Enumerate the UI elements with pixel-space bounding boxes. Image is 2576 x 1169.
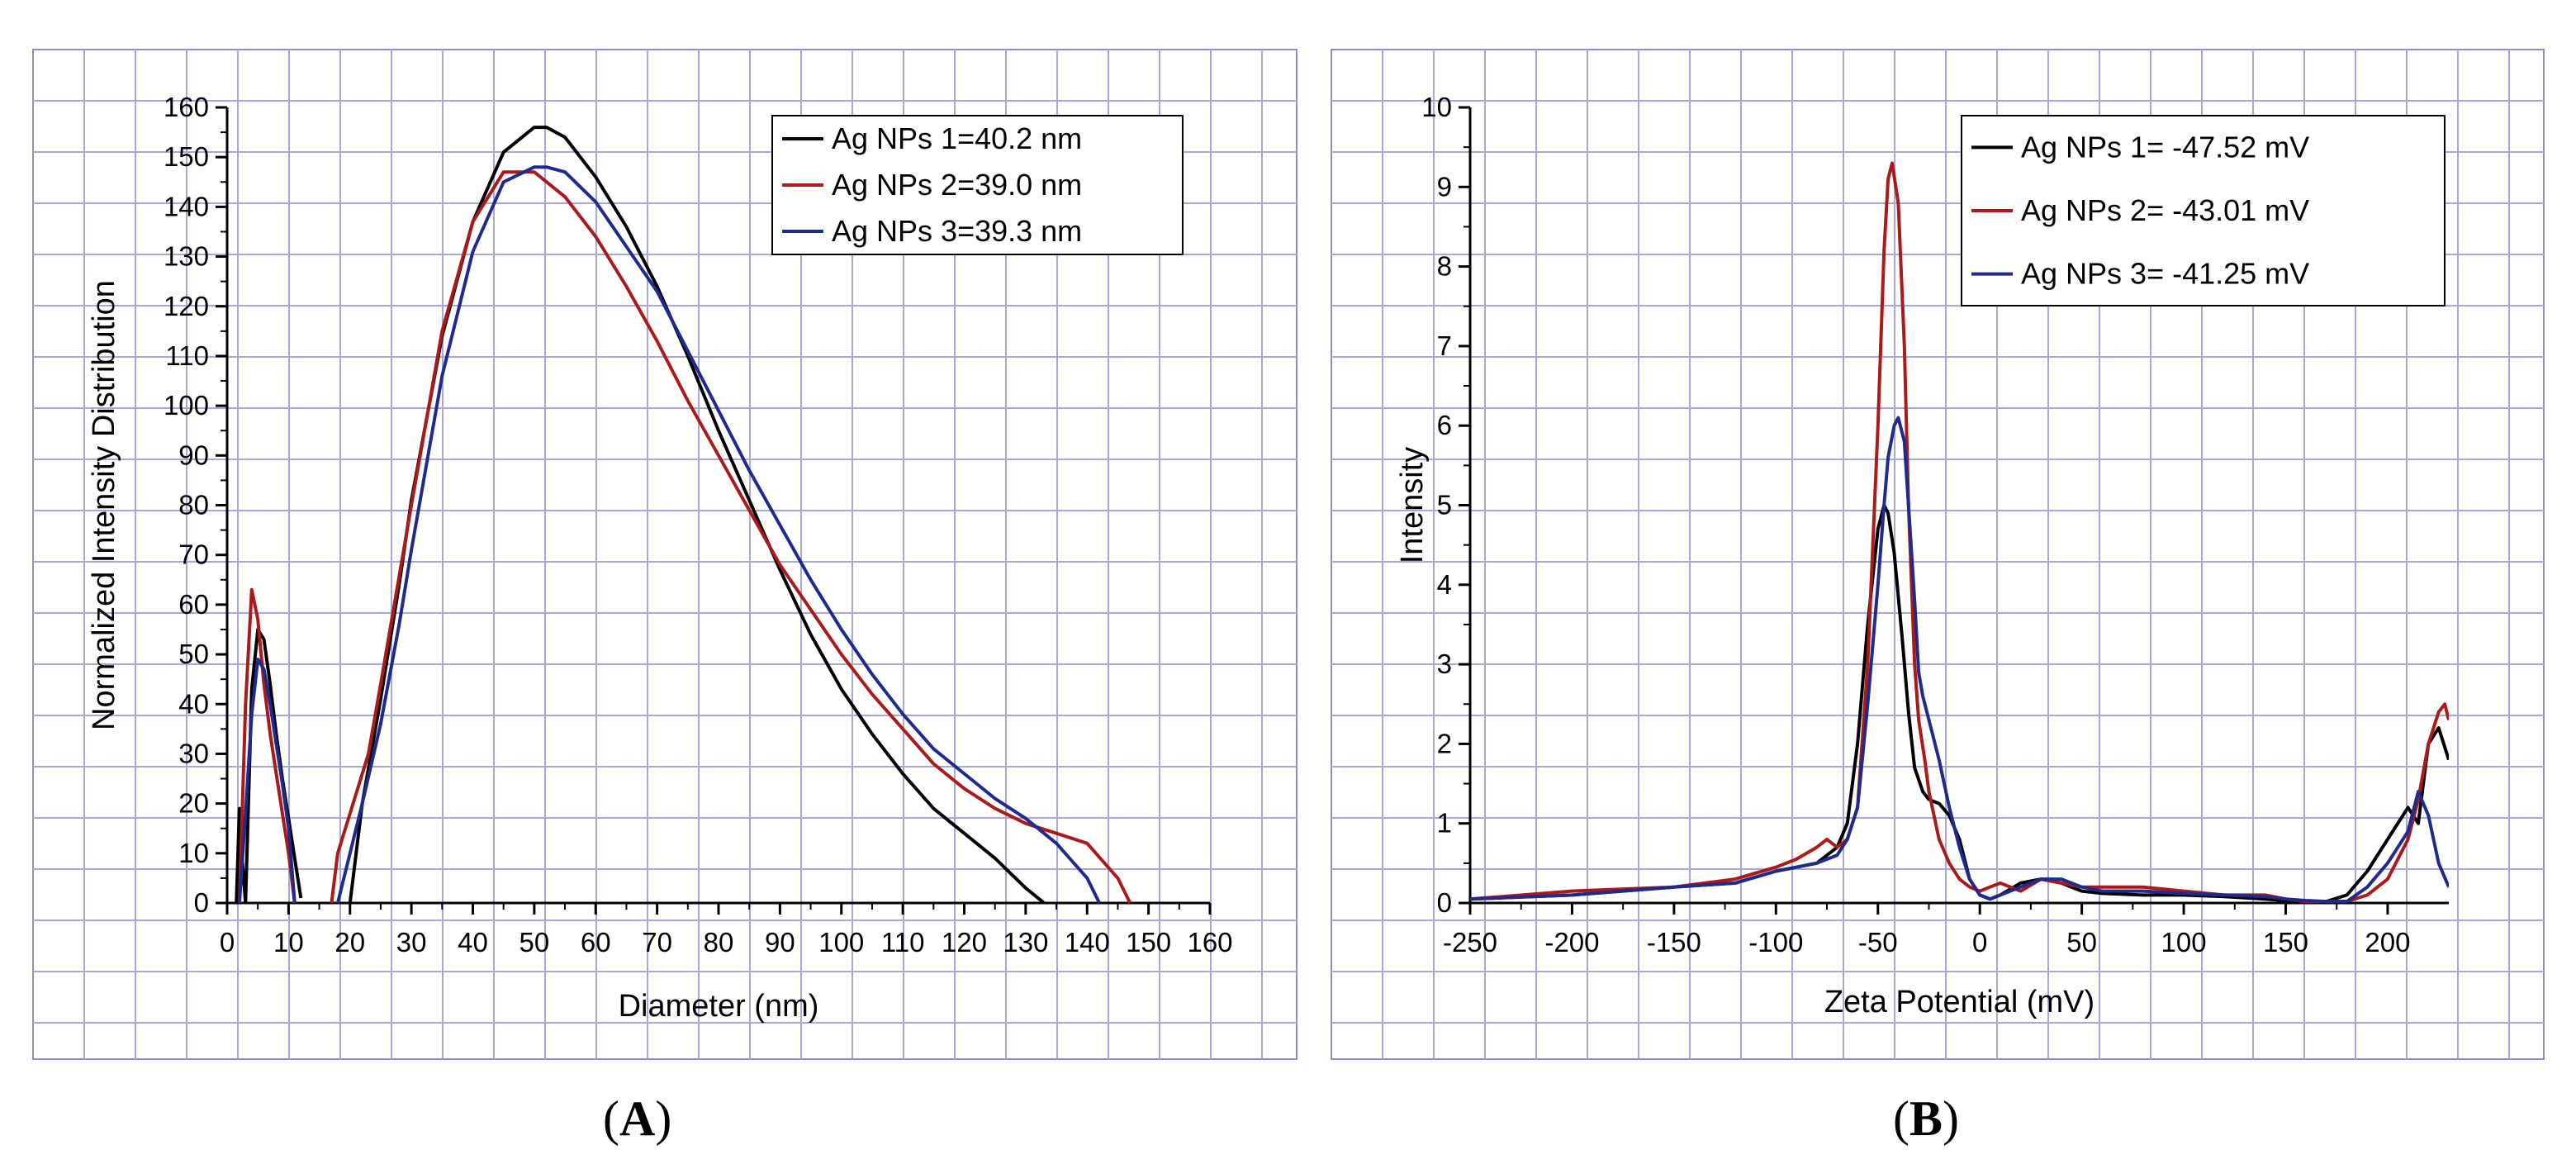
- x-tick-label: -100: [1748, 927, 1803, 958]
- panel-label-a: (A): [603, 1091, 672, 1146]
- y-tick-label: 0: [1437, 887, 1452, 918]
- legend-entry-1: Ag NPs 1=40.2 nm: [832, 121, 1082, 155]
- y-tick-label: 8: [1437, 251, 1452, 282]
- x-tick-label: 30: [396, 927, 427, 958]
- y-tick-label: 4: [1437, 569, 1452, 600]
- x-axis-label: Diameter (nm): [619, 989, 819, 1024]
- y-axis-label: Normalized Intensity Distribution: [87, 280, 121, 730]
- y-tick-label: 30: [178, 738, 209, 768]
- x-tick-label: 100: [818, 927, 864, 958]
- y-tick-label: 10: [1421, 92, 1452, 122]
- y-tick-label: 80: [178, 490, 209, 520]
- x-tick-label: 50: [2066, 927, 2097, 958]
- x-tick-label: 200: [2365, 927, 2410, 958]
- y-tick-label: 2: [1437, 728, 1452, 758]
- series-line-2: [237, 170, 1132, 904]
- y-tick-label: 9: [1437, 171, 1452, 202]
- x-tick-label: -200: [1544, 927, 1599, 958]
- y-tick-label: 50: [178, 639, 209, 669]
- series-line-3: [237, 165, 1101, 904]
- y-tick-label: 90: [178, 440, 209, 470]
- legend-entry-2: Ag NPs 2= -43.01 mV: [2021, 193, 2309, 227]
- x-tick-label: 150: [1126, 927, 1171, 958]
- x-tick-label: 140: [1065, 927, 1110, 958]
- x-tick-label: 110: [881, 927, 925, 958]
- y-tick-label: 3: [1437, 649, 1452, 679]
- y-tick-label: 130: [164, 241, 209, 272]
- chart-b: -250 -200 -150 -100 -50 0 50 100 150 200 0 1 2 3 4 5 6 7 8…: [1331, 49, 2545, 1060]
- series-line-3: [1470, 416, 2449, 904]
- y-tick-label: 150: [164, 141, 209, 172]
- x-tick-label: 120: [942, 927, 987, 958]
- x-tick-label: 0: [220, 927, 235, 958]
- y-tick-label: 1: [1437, 808, 1452, 839]
- x-tick-label: 160: [1187, 927, 1232, 958]
- legend-entry-2: Ag NPs 2=39.0 nm: [832, 168, 1082, 202]
- y-tick-label: 0: [194, 887, 209, 918]
- x-tick-label: 150: [2263, 927, 2308, 958]
- x-tick-label: -50: [1858, 927, 1898, 958]
- legend-entry-3: Ag NPs 3= -41.25 mV: [2021, 257, 2309, 291]
- x-tick-label: 130: [1003, 927, 1048, 958]
- y-tick-label: 100: [164, 390, 209, 421]
- x-tick-label: 80: [704, 927, 734, 958]
- x-tick-label: 50: [519, 927, 550, 958]
- x-tick-label: 40: [458, 927, 488, 958]
- legend-entry-3: Ag NPs 3=39.3 nm: [832, 214, 1082, 248]
- y-tick-label: 60: [178, 589, 209, 620]
- panel-label-b: (B): [1893, 1091, 1959, 1146]
- x-tick-label: 100: [2161, 927, 2207, 958]
- x-axis-label: Zeta Potential (mV): [1824, 985, 2094, 1019]
- x-tick-label: 0: [1972, 927, 1987, 958]
- y-tick-label: 140: [164, 191, 209, 221]
- y-tick-label: 110: [165, 340, 209, 371]
- legend-box: [771, 115, 1184, 255]
- y-tick-label: 70: [178, 539, 209, 570]
- y-tick-label: 6: [1437, 410, 1452, 440]
- y-tick-label: 160: [164, 92, 209, 122]
- x-tick-label: 60: [581, 927, 611, 958]
- x-tick-label: 20: [334, 927, 365, 958]
- chart-a: 0 10 20 30 40 50 60 70 80 90 100 110 120 130 140 150 160…: [32, 49, 1297, 1060]
- x-tick-label: 70: [642, 927, 672, 958]
- x-tick-label: -250: [1443, 927, 1497, 958]
- x-tick-label: 90: [765, 927, 795, 958]
- y-tick-label: 20: [178, 788, 209, 819]
- y-axis-label: Intensity: [1395, 447, 1430, 564]
- y-tick-label: 40: [178, 688, 209, 719]
- legend-box: [1961, 115, 2446, 307]
- x-tick-label: 10: [273, 927, 304, 958]
- legend-entry-1: Ag NPs 1= -47.52 mV: [2021, 130, 2309, 164]
- y-tick-label: 10: [178, 838, 209, 868]
- y-tick-label: 120: [164, 291, 209, 321]
- y-tick-label: 7: [1437, 330, 1452, 361]
- y-tick-label: 5: [1437, 490, 1452, 520]
- x-tick-label: -150: [1647, 927, 1701, 958]
